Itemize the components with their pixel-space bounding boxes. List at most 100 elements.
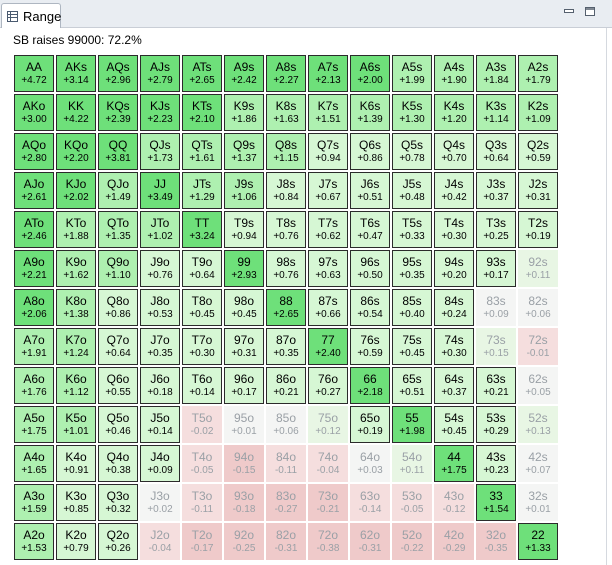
hand-cell-K5o[interactable]: K5o +1.01 <box>56 406 96 443</box>
hand-cell-AQo[interactable]: AQo +2.80 <box>14 133 54 170</box>
minimize-button[interactable] <box>562 5 576 17</box>
hand-cell-ATo[interactable]: ATo +2.46 <box>14 211 54 248</box>
hand-cell-T9o[interactable]: T9o +0.64 <box>182 250 222 287</box>
hand-cell-K6s[interactable]: K6s +1.39 <box>350 94 390 131</box>
hand-cell-87s[interactable]: 87s +0.66 <box>308 289 348 326</box>
hand-cell-96o[interactable]: 96o +0.17 <box>224 367 264 404</box>
hand-cell-73o[interactable]: 73o -0.21 <box>308 484 348 521</box>
hand-cell-A6s[interactable]: A6s +2.00 <box>350 55 390 92</box>
hand-cell-Q9o[interactable]: Q9o +1.10 <box>98 250 138 287</box>
hand-cell-Q7o[interactable]: Q7o +0.64 <box>98 328 138 365</box>
hand-cell-93o[interactable]: 93o -0.18 <box>224 484 264 521</box>
hand-cell-A4o[interactable]: A4o +1.65 <box>14 445 54 482</box>
hand-cell-92s[interactable]: 92s +0.11 <box>518 250 558 287</box>
hand-cell-AKo[interactable]: AKo +3.00 <box>14 94 54 131</box>
hand-cell-44[interactable]: 44 +1.75 <box>434 445 474 482</box>
hand-cell-Q2o[interactable]: Q2o +0.26 <box>98 523 138 560</box>
hand-cell-K3s[interactable]: K3s +1.14 <box>476 94 516 131</box>
hand-cell-T9s[interactable]: T9s +0.94 <box>224 211 264 248</box>
hand-cell-T8o[interactable]: T8o +0.45 <box>182 289 222 326</box>
hand-cell-95o[interactable]: 95o +0.01 <box>224 406 264 443</box>
hand-cell-KQo[interactable]: KQo +2.20 <box>56 133 96 170</box>
hand-cell-J5s[interactable]: J5s +0.48 <box>392 172 432 209</box>
hand-cell-43o[interactable]: 43o -0.12 <box>434 484 474 521</box>
hand-cell-T2s[interactable]: T2s +0.19 <box>518 211 558 248</box>
hand-cell-J6o[interactable]: J6o +0.18 <box>140 367 180 404</box>
hand-cell-72s[interactable]: 72s -0.01 <box>518 328 558 365</box>
hand-cell-AKs[interactable]: AKs +3.14 <box>56 55 96 92</box>
hand-cell-88[interactable]: 88 +2.65 <box>266 289 306 326</box>
hand-cell-A7o[interactable]: A7o +1.91 <box>14 328 54 365</box>
hand-cell-75o[interactable]: 75o +0.12 <box>308 406 348 443</box>
hand-cell-T4o[interactable]: T4o -0.05 <box>182 445 222 482</box>
hand-cell-A5s[interactable]: A5s +1.99 <box>392 55 432 92</box>
hand-cell-98s[interactable]: 98s +0.76 <box>266 250 306 287</box>
hand-cell-83o[interactable]: 83o -0.27 <box>266 484 306 521</box>
hand-cell-Q8o[interactable]: Q8o +0.86 <box>98 289 138 326</box>
hand-cell-Q9s[interactable]: Q9s +1.37 <box>224 133 264 170</box>
hand-cell-97o[interactable]: 97o +0.31 <box>224 328 264 365</box>
hand-cell-Q7s[interactable]: Q7s +0.94 <box>308 133 348 170</box>
hand-cell-J3s[interactable]: J3s +0.37 <box>476 172 516 209</box>
hand-cell-J2o[interactable]: J2o -0.04 <box>140 523 180 560</box>
hand-cell-83s[interactable]: 83s +0.09 <box>476 289 516 326</box>
hand-cell-T3s[interactable]: T3s +0.25 <box>476 211 516 248</box>
range-tab[interactable]: Range <box>1 3 61 28</box>
hand-cell-Q4o[interactable]: Q4o +0.38 <box>98 445 138 482</box>
hand-cell-QQ[interactable]: QQ +3.81 <box>98 133 138 170</box>
hand-cell-KTo[interactable]: KTo +1.88 <box>56 211 96 248</box>
hand-cell-A8s[interactable]: A8s +2.27 <box>266 55 306 92</box>
hand-cell-98o[interactable]: 98o +0.45 <box>224 289 264 326</box>
hand-cell-64o[interactable]: 64o +0.03 <box>350 445 390 482</box>
hand-cell-K8o[interactable]: K8o +1.38 <box>56 289 96 326</box>
hand-cell-A7s[interactable]: A7s +2.13 <box>308 55 348 92</box>
hand-cell-T5o[interactable]: T5o -0.02 <box>182 406 222 443</box>
hand-cell-87o[interactable]: 87o +0.35 <box>266 328 306 365</box>
hand-cell-74s[interactable]: 74s +0.30 <box>434 328 474 365</box>
hand-cell-85o[interactable]: 85o +0.06 <box>266 406 306 443</box>
hand-cell-32s[interactable]: 32s +0.01 <box>518 484 558 521</box>
hand-cell-KJo[interactable]: KJo +2.02 <box>56 172 96 209</box>
hand-cell-53o[interactable]: 53o -0.05 <box>392 484 432 521</box>
hand-cell-A4s[interactable]: A4s +1.90 <box>434 55 474 92</box>
hand-cell-42s[interactable]: 42s +0.07 <box>518 445 558 482</box>
hand-cell-T6s[interactable]: T6s +0.47 <box>350 211 390 248</box>
hand-cell-94s[interactable]: 94s +0.20 <box>434 250 474 287</box>
maximize-button[interactable] <box>583 5 597 17</box>
hand-cell-QJs[interactable]: QJs +1.73 <box>140 133 180 170</box>
hand-cell-A9o[interactable]: A9o +2.21 <box>14 250 54 287</box>
hand-cell-43s[interactable]: 43s +0.23 <box>476 445 516 482</box>
hand-cell-J8o[interactable]: J8o +0.53 <box>140 289 180 326</box>
hand-cell-JTo[interactable]: JTo +1.02 <box>140 211 180 248</box>
hand-cell-Q6o[interactable]: Q6o +0.55 <box>98 367 138 404</box>
hand-cell-55[interactable]: 55 +1.98 <box>392 406 432 443</box>
hand-cell-54s[interactable]: 54s +0.45 <box>434 406 474 443</box>
hand-cell-J4s[interactable]: J4s +0.42 <box>434 172 474 209</box>
hand-cell-77[interactable]: 77 +2.40 <box>308 328 348 365</box>
hand-cell-99[interactable]: 99 +2.93 <box>224 250 264 287</box>
hand-cell-J9s[interactable]: J9s +1.06 <box>224 172 264 209</box>
hand-cell-Q8s[interactable]: Q8s +1.15 <box>266 133 306 170</box>
hand-cell-A3s[interactable]: A3s +1.84 <box>476 55 516 92</box>
hand-cell-J9o[interactable]: J9o +0.76 <box>140 250 180 287</box>
hand-cell-K4o[interactable]: K4o +0.91 <box>56 445 96 482</box>
hand-cell-22[interactable]: 22 +1.33 <box>518 523 558 560</box>
hand-cell-52o[interactable]: 52o -0.22 <box>392 523 432 560</box>
hand-cell-KQs[interactable]: KQs +2.39 <box>98 94 138 131</box>
hand-cell-52s[interactable]: 52s +0.13 <box>518 406 558 443</box>
hand-cell-62s[interactable]: 62s +0.05 <box>518 367 558 404</box>
hand-cell-65o[interactable]: 65o +0.19 <box>350 406 390 443</box>
hand-cell-K8s[interactable]: K8s +1.63 <box>266 94 306 131</box>
hand-cell-T6o[interactable]: T6o +0.14 <box>182 367 222 404</box>
hand-cell-K4s[interactable]: K4s +1.20 <box>434 94 474 131</box>
hand-cell-76o[interactable]: 76o +0.27 <box>308 367 348 404</box>
hand-cell-J4o[interactable]: J4o +0.09 <box>140 445 180 482</box>
hand-cell-A6o[interactable]: A6o +1.76 <box>14 367 54 404</box>
hand-cell-92o[interactable]: 92o -0.25 <box>224 523 264 560</box>
hand-cell-93s[interactable]: 93s +0.17 <box>476 250 516 287</box>
hand-cell-Q3o[interactable]: Q3o +0.32 <box>98 484 138 521</box>
hand-cell-AQs[interactable]: AQs +2.96 <box>98 55 138 92</box>
hand-cell-82s[interactable]: 82s +0.06 <box>518 289 558 326</box>
hand-cell-Q4s[interactable]: Q4s +0.70 <box>434 133 474 170</box>
hand-cell-JJ[interactable]: JJ +3.49 <box>140 172 180 209</box>
